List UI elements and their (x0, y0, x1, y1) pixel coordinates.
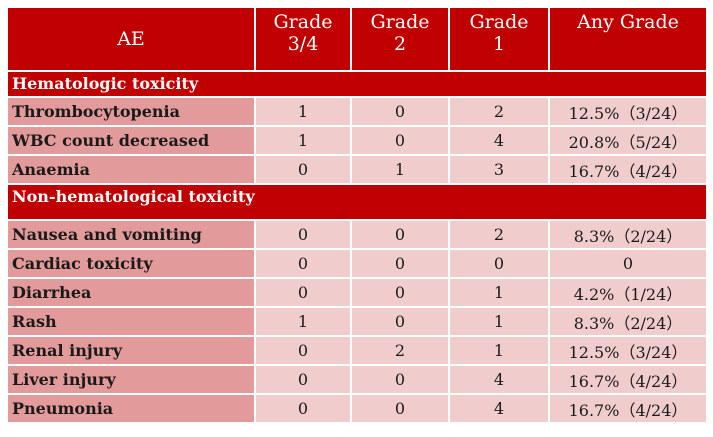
grade-3-4-cell: 1 (254, 125, 352, 156)
table-row: Renal injury 0 2 1 12.5%（3/24） (6, 335, 708, 366)
any-grade-cell: 8.3%（2/24） (548, 306, 708, 337)
any-grade-cell: 16.7%（4/24） (548, 393, 708, 424)
grade-1-cell: 1 (448, 306, 550, 337)
grade-3-4-cell: 0 (254, 154, 352, 185)
ae-name-cell: Renal injury (6, 335, 256, 366)
table-row: Thrombocytopenia 1 0 2 12.5%（3/24） (6, 96, 708, 127)
grade-1-cell: 1 (448, 335, 550, 366)
grade-3-4-cell: 0 (254, 335, 352, 366)
header-ae: AE (6, 6, 256, 72)
adverse-events-table: AE Grade 3/4 Grade 2 Grade 1 Any Grade H… (6, 6, 708, 424)
header-grade-2: Grade 2 (350, 6, 450, 72)
any-grade-cell: 0 (548, 248, 708, 279)
ae-name-cell: Anaemia (6, 154, 256, 185)
grade-3-4-cell: 0 (254, 248, 352, 279)
any-grade-cell: 12.5%（3/24） (548, 335, 708, 366)
grade-1-cell: 2 (448, 96, 550, 127)
grade-3-4-cell: 0 (254, 219, 352, 250)
section-title: Non-hematological toxicity (6, 183, 708, 221)
any-grade-cell: 8.3%（2/24） (548, 219, 708, 250)
any-grade-cell: 12.5%（3/24） (548, 96, 708, 127)
grade-3-4-cell: 1 (254, 96, 352, 127)
grade-1-cell: 2 (448, 219, 550, 250)
grade-1-cell: 1 (448, 277, 550, 308)
table-row: WBC count decreased 1 0 4 20.8%（5/24） (6, 125, 708, 156)
grade-3-4-cell: 0 (254, 364, 352, 395)
grade-2-cell: 0 (350, 219, 450, 250)
ae-name-cell: Rash (6, 306, 256, 337)
header-grade-1-line1: Grade (469, 11, 529, 33)
header-grade-2-line1: Grade (370, 11, 430, 33)
grade-2-cell: 0 (350, 364, 450, 395)
grade-2-cell: 0 (350, 306, 450, 337)
table-row: Cardiac toxicity 0 0 0 0 (6, 248, 708, 279)
grade-1-cell: 0 (448, 248, 550, 279)
grade-1-cell: 4 (448, 393, 550, 424)
any-grade-cell: 16.7%（4/24） (548, 364, 708, 395)
header-grade-2-line2: 2 (393, 33, 407, 55)
ae-name-cell: Thrombocytopenia (6, 96, 256, 127)
grade-1-cell: 4 (448, 364, 550, 395)
grade-2-cell: 0 (350, 248, 450, 279)
header-row: AE Grade 3/4 Grade 2 Grade 1 Any Grade (6, 6, 708, 72)
section-title: Hematologic toxicity (6, 70, 708, 98)
ae-name-cell: Cardiac toxicity (6, 248, 256, 279)
grade-2-cell: 0 (350, 125, 450, 156)
header-grade-3-4-line2: 3/4 (287, 33, 319, 55)
table-row: Diarrhea 0 0 1 4.2%（1/24） (6, 277, 708, 308)
ae-name-cell: Nausea and vomiting (6, 219, 256, 250)
grade-2-cell: 1 (350, 154, 450, 185)
table-row: Nausea and vomiting 0 0 2 8.3%（2/24） (6, 219, 708, 250)
section-row: Non-hematological toxicity (6, 183, 708, 221)
grade-2-cell: 0 (350, 277, 450, 308)
grade-2-cell: 0 (350, 393, 450, 424)
header-any-grade: Any Grade (548, 6, 708, 72)
header-grade-3-4: Grade 3/4 (254, 6, 352, 72)
any-grade-cell: 4.2%（1/24） (548, 277, 708, 308)
any-grade-cell: 20.8%（5/24） (548, 125, 708, 156)
section-row: Hematologic toxicity (6, 70, 708, 98)
header-grade-1: Grade 1 (448, 6, 550, 72)
table-row: Liver injury 0 0 4 16.7%（4/24） (6, 364, 708, 395)
grade-3-4-cell: 0 (254, 393, 352, 424)
table-row: Pneumonia 0 0 4 16.7%（4/24） (6, 393, 708, 424)
header-grade-1-line2: 1 (492, 33, 506, 55)
grade-3-4-cell: 1 (254, 306, 352, 337)
grade-1-cell: 3 (448, 154, 550, 185)
ae-name-cell: WBC count decreased (6, 125, 256, 156)
any-grade-cell: 16.7%（4/24） (548, 154, 708, 185)
header-grade-3-4-line1: Grade (273, 11, 333, 33)
grade-3-4-cell: 0 (254, 277, 352, 308)
grade-2-cell: 2 (350, 335, 450, 366)
ae-name-cell: Diarrhea (6, 277, 256, 308)
ae-name-cell: Liver injury (6, 364, 256, 395)
table-row: Rash 1 0 1 8.3%（2/24） (6, 306, 708, 337)
table-row: Anaemia 0 1 3 16.7%（4/24） (6, 154, 708, 185)
ae-name-cell: Pneumonia (6, 393, 256, 424)
grade-1-cell: 4 (448, 125, 550, 156)
grade-2-cell: 0 (350, 96, 450, 127)
